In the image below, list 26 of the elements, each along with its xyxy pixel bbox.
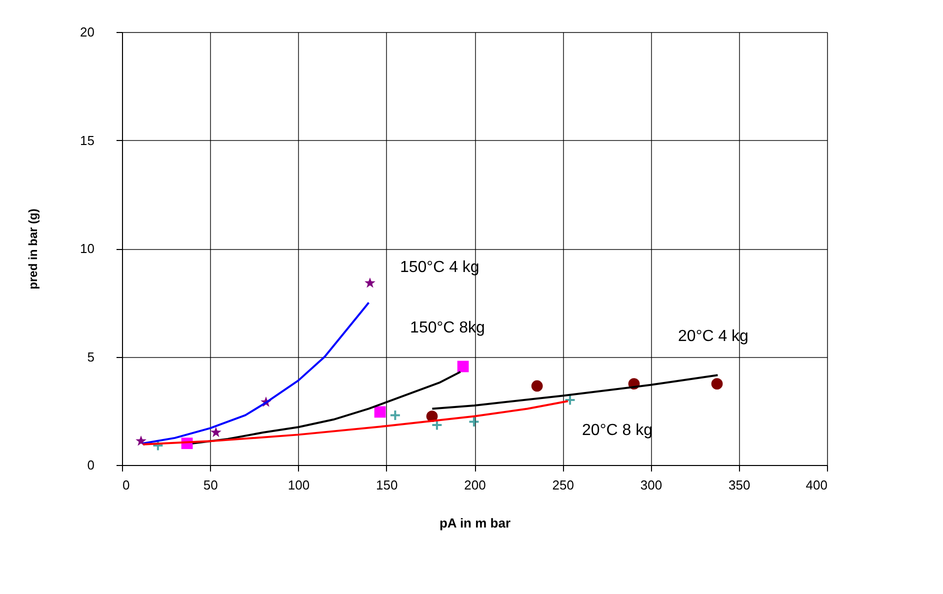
point [468,416,480,428]
y-tick-label: 0 [87,458,94,472]
point [531,380,543,392]
y-tick-label: 15 [80,132,94,148]
x-tick-label: 350 [728,478,750,492]
point [711,378,723,390]
y-tick-label: 5 [87,349,94,364]
point [389,409,401,421]
x-tick-label: 250 [552,478,574,492]
x-axis-title: pA in m bar [439,516,511,530]
point [210,426,222,438]
point [136,435,146,446]
x-tick-label: 300 [640,478,662,492]
y-axis-title: pred in bar (g) [26,208,40,290]
x-tick-label: 50 [203,478,218,492]
point [564,394,576,406]
y-tick-label: 20 [80,24,94,40]
point [364,277,376,288]
point [457,360,469,372]
y-tick-label: 10 [80,241,94,256]
x-tick-label: 0 [122,478,130,492]
x-tick-label: 100 [288,478,310,492]
point [374,406,386,418]
x-tick-label: 150 [376,478,398,492]
x-tick-label: 200 [464,478,486,492]
x-tick-label: 400 [806,478,828,492]
